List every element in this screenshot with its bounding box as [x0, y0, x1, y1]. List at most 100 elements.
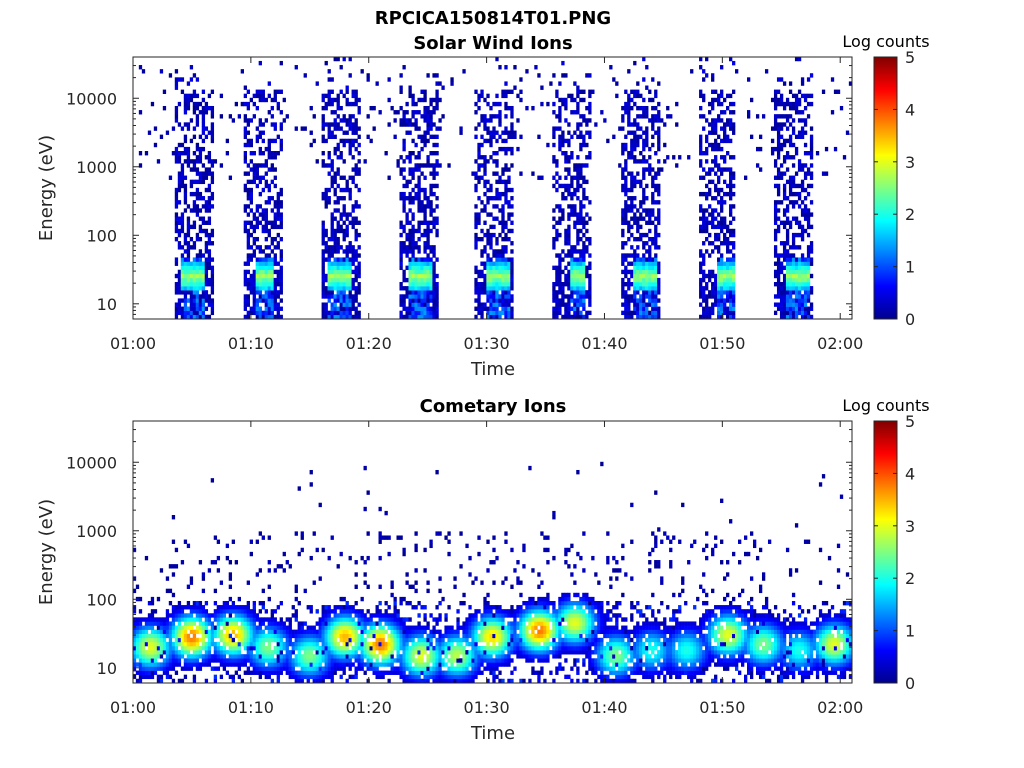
heatmap-cell [495, 249, 499, 254]
heatmap-cell [270, 167, 274, 172]
heatmap-cell [195, 167, 200, 172]
heatmap-cell [794, 200, 799, 205]
heatmap-cell [285, 560, 289, 565]
heatmap-cell [507, 306, 511, 311]
heatmap-cell [192, 208, 197, 213]
heatmap-cell [279, 191, 283, 197]
heatmap-cell [192, 151, 197, 156]
heatmap-cell [264, 290, 268, 295]
heatmap-cell [261, 662, 265, 667]
heatmap-cell [699, 163, 703, 168]
heatmap-cell [264, 654, 268, 659]
heatmap-cell [183, 650, 188, 655]
heatmap-cell [147, 666, 152, 671]
heatmap-cell [492, 151, 496, 156]
heatmap-cell [192, 633, 197, 639]
heatmap-cell [791, 204, 796, 209]
heatmap-cell [414, 241, 418, 246]
heatmap-cell [198, 261, 203, 266]
heatmap-cell [501, 261, 505, 266]
heatmap-cell [303, 629, 307, 635]
heatmap-cell [651, 179, 655, 185]
heatmap-cell [189, 306, 194, 311]
heatmap-cell [351, 253, 355, 258]
heatmap-cell [198, 253, 203, 258]
heatmap-cell [776, 228, 781, 234]
heatmap-cell [486, 253, 490, 258]
heatmap-cell [729, 290, 733, 295]
heatmap-cell [420, 282, 424, 287]
heatmap-cell [177, 282, 182, 287]
heatmap-cell [372, 105, 376, 111]
heatmap-cell [294, 637, 298, 643]
heatmap-cell [788, 183, 793, 189]
heatmap-cell [354, 298, 358, 303]
heatmap-cell [327, 101, 331, 107]
heatmap-cell [273, 167, 277, 172]
heatmap-cell [507, 286, 511, 291]
heatmap-cell [195, 191, 200, 197]
heatmap-cell [573, 110, 577, 115]
heatmap-cell [192, 306, 197, 311]
heatmap-cell [201, 163, 206, 168]
heatmap-cell [705, 118, 709, 123]
heatmap-cell [348, 175, 352, 180]
heatmap-cell [279, 224, 283, 230]
heatmap-cells [132, 461, 853, 684]
heatmap-cell [630, 175, 634, 180]
heatmap-cell [330, 130, 334, 135]
heatmap-cell [264, 224, 268, 230]
heatmap-cell [429, 245, 433, 250]
heatmap-cell [324, 277, 328, 283]
heatmap-cell [192, 110, 197, 115]
heatmap-cell [621, 175, 625, 180]
heatmap-cell [645, 232, 649, 238]
heatmap-cell [285, 637, 289, 643]
heatmap-cell [651, 261, 655, 266]
heatmap-cell [258, 175, 262, 180]
heatmap-cell [773, 212, 778, 217]
heatmap-cell [246, 253, 250, 258]
colorbar-tick-label: 1 [905, 258, 915, 277]
heatmap-cell [333, 249, 337, 254]
heatmap-cell [345, 85, 349, 90]
heatmap-cell [399, 286, 403, 291]
heatmap-cell [204, 220, 209, 225]
heatmap-cell [636, 269, 640, 275]
heatmap-cell [198, 609, 203, 614]
heatmap-cell [165, 621, 170, 626]
heatmap-cell [270, 633, 274, 639]
heatmap-cell [234, 621, 239, 626]
heatmap-cell [195, 277, 200, 283]
heatmap-cell [657, 183, 661, 189]
heatmap-cell [153, 646, 158, 651]
heatmap-cell [621, 310, 625, 316]
heatmap-cell [723, 200, 727, 205]
heatmap-cell [809, 126, 814, 131]
heatmap-cell [411, 200, 415, 205]
heatmap-cell [216, 613, 221, 618]
heatmap-cell [237, 613, 241, 618]
heatmap-cell [249, 621, 253, 626]
heatmap-cell [714, 245, 718, 250]
heatmap-cell [486, 314, 490, 320]
heatmap-cell [330, 134, 334, 140]
heatmap-cell [723, 277, 727, 283]
heatmap-cell [483, 282, 487, 287]
heatmap-cell [342, 187, 346, 193]
heatmap-cell [339, 151, 343, 156]
heatmap-cell [654, 228, 658, 234]
heatmap-cell [800, 126, 805, 131]
heatmap-cell [492, 126, 496, 131]
heatmap-cell [702, 290, 706, 295]
heatmap-cell [192, 265, 197, 271]
heatmap-cell [225, 151, 230, 156]
heatmap-cell [192, 674, 197, 680]
heatmap-cell [264, 212, 268, 217]
heatmap-cell [258, 146, 262, 152]
heatmap-cell [648, 118, 652, 123]
heatmap-cell [414, 286, 418, 291]
heatmap-cell [342, 114, 346, 119]
heatmap-cell [306, 662, 310, 667]
heatmap-cell [399, 265, 403, 271]
